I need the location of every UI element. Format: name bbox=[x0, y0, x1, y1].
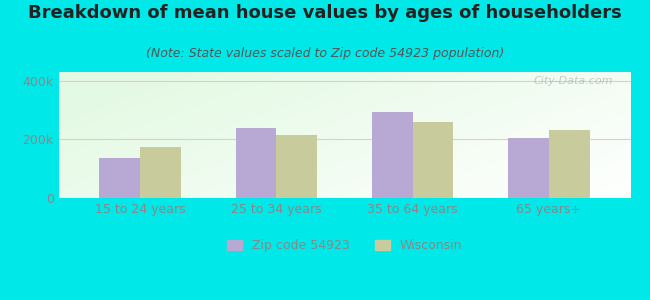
Bar bbox=[413, 122, 454, 198]
Bar bbox=[276, 135, 317, 198]
Legend: Zip code 54923, Wisconsin: Zip code 54923, Wisconsin bbox=[222, 234, 467, 257]
Text: City-Data.com: City-Data.com bbox=[534, 76, 614, 86]
Bar bbox=[140, 147, 181, 198]
Bar bbox=[549, 130, 590, 198]
Text: (Note: State values scaled to Zip code 54923 population): (Note: State values scaled to Zip code 5… bbox=[146, 46, 504, 59]
Bar bbox=[508, 138, 549, 198]
Bar bbox=[372, 112, 413, 198]
Bar bbox=[235, 128, 276, 198]
Bar bbox=[99, 158, 140, 198]
Text: Breakdown of mean house values by ages of householders: Breakdown of mean house values by ages o… bbox=[28, 4, 622, 22]
